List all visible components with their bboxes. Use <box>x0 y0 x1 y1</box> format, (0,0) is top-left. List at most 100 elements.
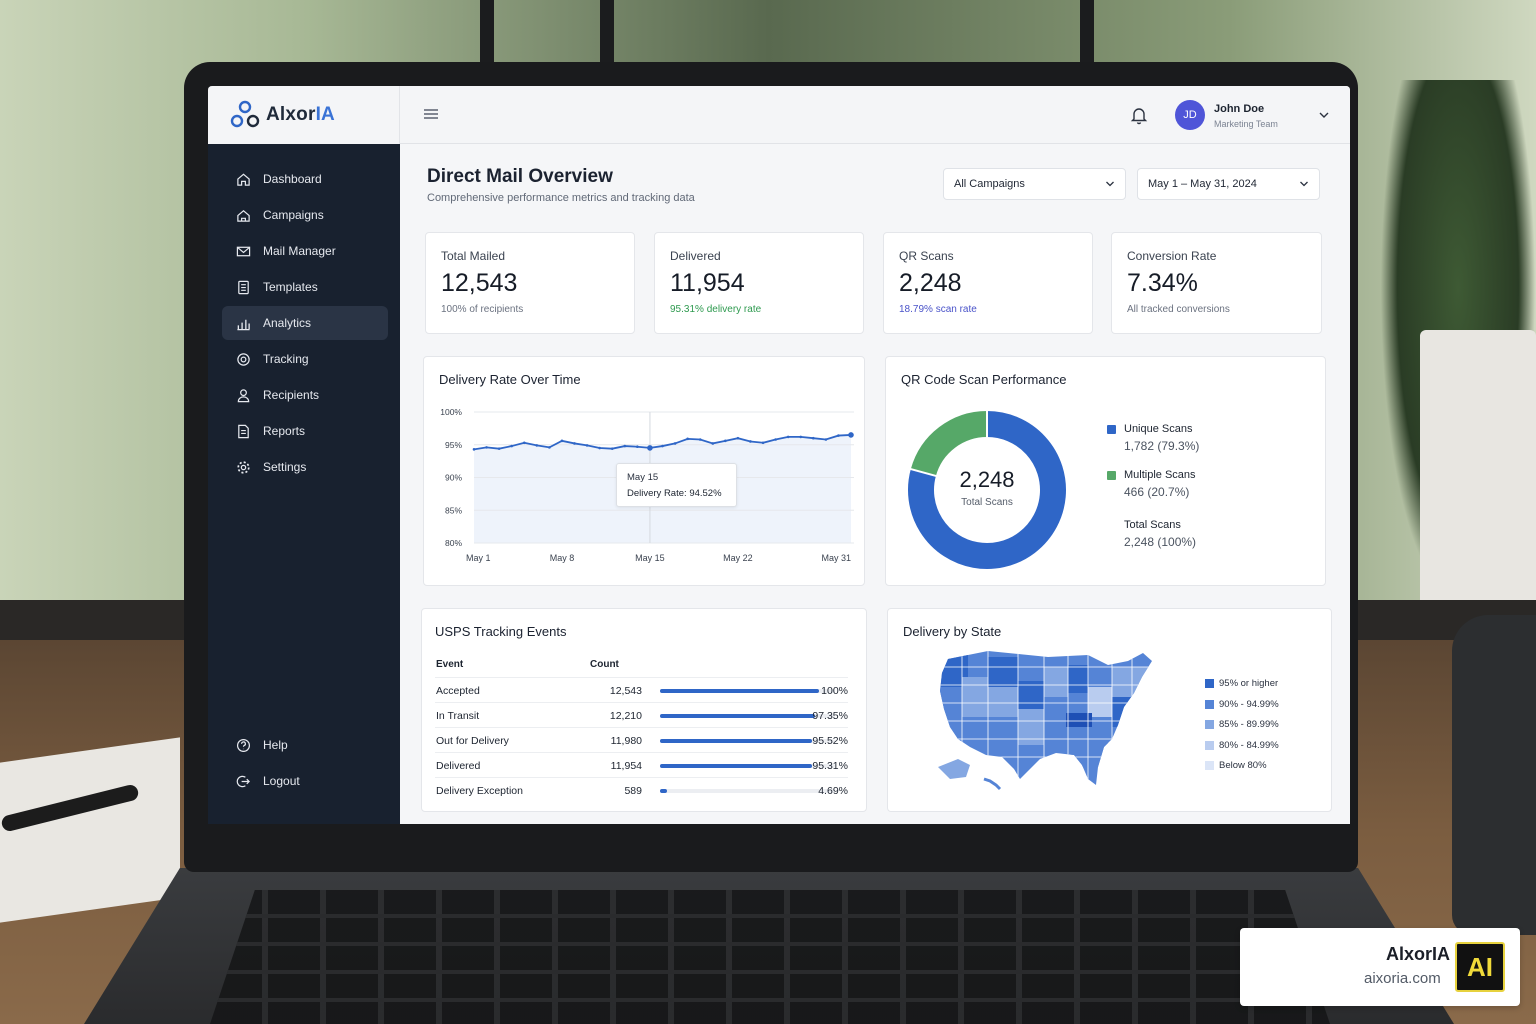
data-point <box>573 442 576 445</box>
event-count: 12,543 <box>609 685 642 697</box>
user-icon <box>237 388 250 402</box>
y-tick-label: 85% <box>445 505 462 515</box>
sidebar-item-logout[interactable]: Logout <box>222 764 388 798</box>
sidebar-item-dashboard[interactable]: Dashboard <box>222 162 388 196</box>
event-percent: 100% <box>821 685 848 697</box>
data-point <box>711 442 715 445</box>
plant-pot <box>1420 330 1536 600</box>
map-legend-label: Below 80% <box>1219 760 1267 771</box>
map-legend-swatch <box>1205 699 1214 709</box>
sidebar-item-label: Tracking <box>263 352 309 366</box>
table-row: Accepted 12,543 100% <box>435 677 848 702</box>
qr-donut-chart <box>908 410 1066 569</box>
sidebar-item-mail-manager[interactable]: Mail Manager <box>222 234 388 268</box>
y-tick-label: 95% <box>445 440 462 450</box>
table-row: Delivered 11,954 95.31% <box>435 752 848 777</box>
topbar: JD John Doe Marketing Team <box>400 86 1350 144</box>
brand[interactable]: AlxorIA <box>208 86 400 144</box>
x-tick-label: May 8 <box>550 553 575 563</box>
data-point <box>761 441 765 445</box>
progress-fill <box>660 764 812 768</box>
sidebar-item-analytics[interactable]: Analytics <box>222 306 388 340</box>
x-tick-label: May 15 <box>635 553 665 563</box>
kpi-value: 7.34% <box>1127 269 1198 297</box>
y-tick-label: 100% <box>440 407 462 417</box>
data-point <box>786 435 790 439</box>
data-point <box>485 446 488 449</box>
data-point <box>661 444 664 448</box>
legend-label-multiple: Multiple Scans <box>1124 469 1196 481</box>
sidebar-item-reports[interactable]: Reports <box>222 414 388 448</box>
watermark-mark: AI <box>1467 951 1493 982</box>
brand-logo-icon <box>230 100 260 128</box>
kpi-sub: 95.31% delivery rate <box>670 304 762 315</box>
data-point <box>548 446 551 449</box>
sidebar-item-templates[interactable]: Templates <box>222 270 388 304</box>
x-tick-label: May 31 <box>821 553 851 563</box>
card-title: USPS Tracking Events <box>435 624 567 639</box>
progress-fill <box>660 789 668 793</box>
data-point <box>560 439 564 443</box>
data-point <box>585 444 589 447</box>
bell-icon[interactable] <box>1130 105 1148 125</box>
legend-swatch-unique <box>1107 425 1116 434</box>
progress-track <box>660 714 835 718</box>
tracking-icon <box>237 352 250 366</box>
kpi-card-qr-scans: QR Scans 2,248 18.79% scan rate <box>883 232 1093 334</box>
user-role: Marketing Team <box>1214 119 1278 129</box>
data-point <box>736 436 740 440</box>
sidebar-item-label: Logout <box>263 774 300 788</box>
map-legend-label: 95% or higher <box>1219 678 1279 689</box>
data-point <box>598 446 601 450</box>
sidebar-item-campaigns[interactable]: Campaigns <box>222 198 388 232</box>
progress-fill <box>660 689 820 693</box>
campaign-filter-value: All Campaigns <box>954 178 1025 190</box>
donut-center-value: 2,248 <box>959 467 1015 492</box>
progress-fill <box>660 714 816 718</box>
kpi-label: Conversion Rate <box>1127 249 1217 263</box>
data-point <box>623 444 627 448</box>
kpi-value: 2,248 <box>899 269 962 297</box>
event-count: 589 <box>624 785 642 797</box>
campaign-filter-select[interactable]: All Campaigns <box>943 168 1126 200</box>
legend-label-unique: Unique Scans <box>1124 423 1193 435</box>
brand-name: AlxorIA <box>266 104 335 125</box>
qr-scan-card: QR Code Scan Performance 2,248 Total Sca… <box>885 356 1326 586</box>
user-name[interactable]: John Doe <box>1214 103 1265 115</box>
legend-value-multiple: 466 (20.7%) <box>1124 485 1190 499</box>
progress-track <box>660 739 835 743</box>
us-state-map <box>938 651 1152 791</box>
event-count: 11,980 <box>610 735 642 747</box>
data-point <box>497 447 501 450</box>
table-row: In Transit 12,210 97.35% <box>435 702 848 727</box>
data-point <box>724 439 727 443</box>
laptop-screen: AlxorIA Dashboard Campaigns Mail Manager… <box>208 86 1350 824</box>
sidebar-item-settings[interactable]: Settings <box>222 450 388 484</box>
sidebar-item-tracking[interactable]: Tracking <box>222 342 388 376</box>
tooltip-value-row: Delivery Rate: 94.52% <box>627 488 722 499</box>
event-percent: 97.35% <box>812 710 848 722</box>
sidebar-nav: Dashboard Campaigns Mail Manager Templat… <box>222 162 388 486</box>
y-tick-label: 90% <box>445 473 462 483</box>
avatar[interactable]: JD <box>1175 100 1205 130</box>
map-legend-label: 90% - 94.99% <box>1219 698 1279 710</box>
data-point <box>774 438 777 441</box>
kpi-label: Total Mailed <box>441 249 506 263</box>
legend-value-total: 2,248 (100%) <box>1124 535 1197 549</box>
kpi-card-conversion-rate: Conversion Rate 7.34% All tracked conver… <box>1111 232 1322 334</box>
page-subtitle: Comprehensive performance metrics and tr… <box>427 192 695 204</box>
kpi-label: QR Scans <box>899 249 954 263</box>
date-range-select[interactable]: May 1 – May 31, 2024 <box>1137 168 1320 200</box>
notebook <box>0 737 180 923</box>
page-title: Direct Mail Overview <box>427 166 613 187</box>
sidebar-item-label: Help <box>263 738 288 752</box>
progress-track <box>660 789 835 793</box>
analytics-icon <box>237 319 250 330</box>
data-point <box>686 437 689 441</box>
sidebar-item-recipients[interactable]: Recipients <box>222 378 388 412</box>
chevron-down-icon <box>1300 181 1308 187</box>
chevron-down-icon[interactable] <box>1318 110 1330 120</box>
watermark-badge: AlxorIA aixoria.com AI <box>1240 928 1520 1006</box>
sidebar-item-help[interactable]: Help <box>222 728 388 762</box>
hamburger-menu-icon[interactable] <box>422 106 440 122</box>
